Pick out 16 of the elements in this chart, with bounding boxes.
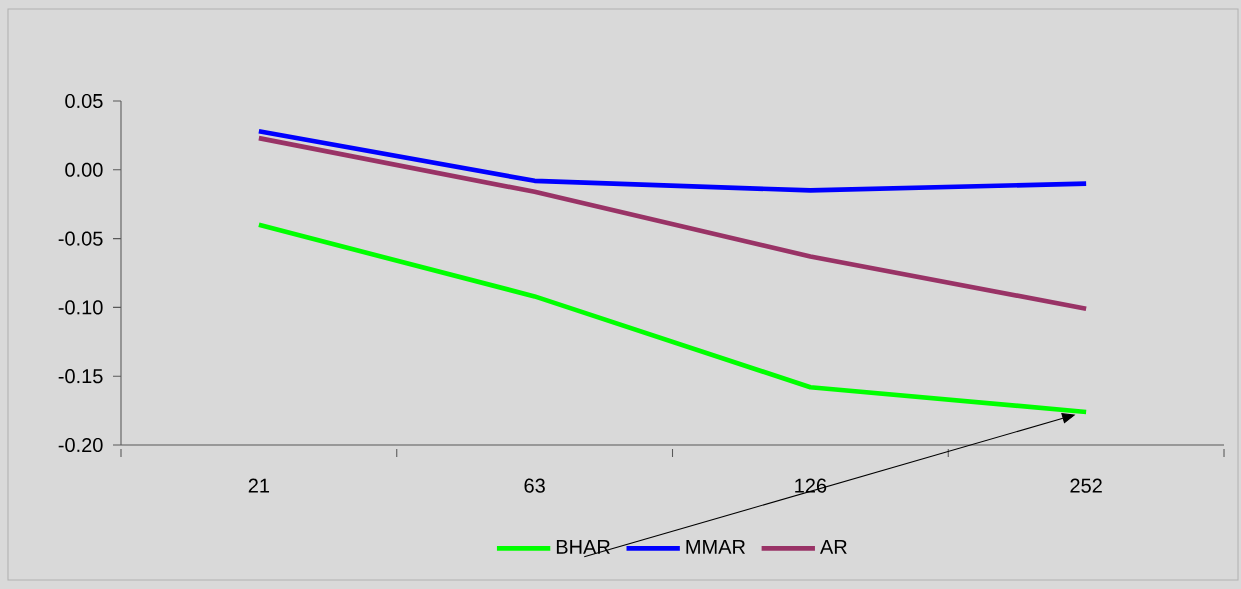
line-series xyxy=(256,222,1089,415)
line-series xyxy=(256,135,1089,312)
y-tick-label: -0.15 xyxy=(58,369,103,384)
line-series xyxy=(256,128,1089,193)
legend-label: MMAR xyxy=(686,540,746,554)
y-tick-label: 0.05 xyxy=(65,93,103,109)
y-tick-label: -0.05 xyxy=(58,231,103,246)
x-tick-label: 126 xyxy=(795,478,827,493)
x-tick-label: 63 xyxy=(524,478,545,493)
legend-label: AR xyxy=(819,540,847,554)
x-tick-label: 252 xyxy=(1070,478,1102,493)
x-tick-label: 21 xyxy=(248,478,270,493)
legend-label: BHAR xyxy=(556,540,610,554)
y-tick-label: 0.00 xyxy=(65,162,103,177)
y-tick-label: -0.20 xyxy=(58,437,103,453)
y-tick-label: -0.10 xyxy=(58,300,103,315)
